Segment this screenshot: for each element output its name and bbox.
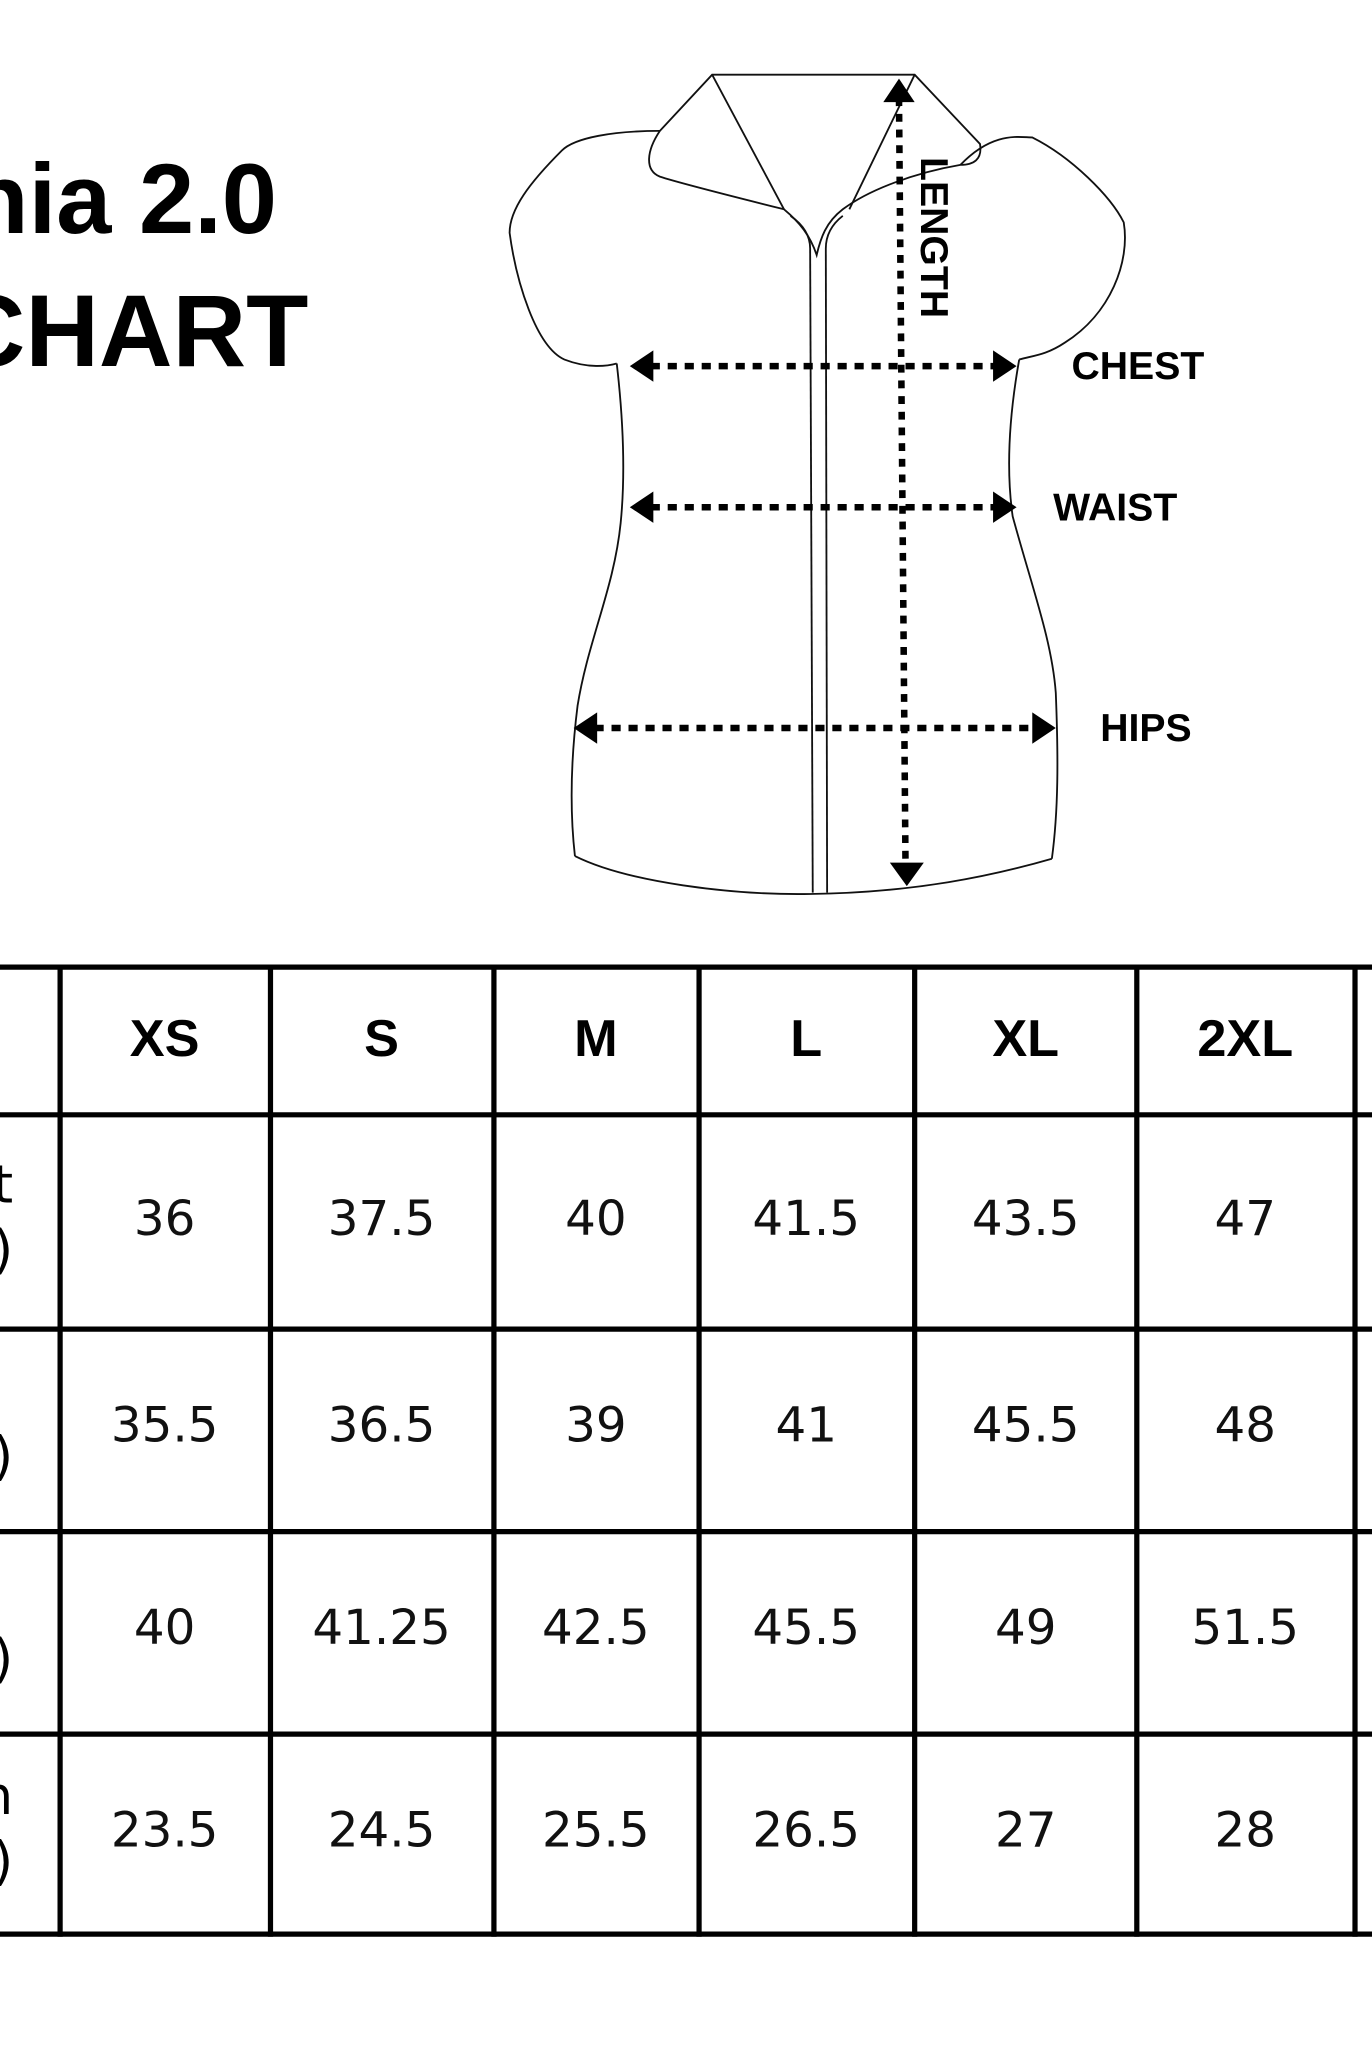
row-label-unit: ) [0,1629,13,1690]
waist-label: WAIST [1053,486,1177,529]
chest-arrow [629,350,1017,382]
arrow-left-icon [629,350,654,382]
row-label-unit: ) [0,1831,13,1892]
arrow-right-icon [1032,712,1056,744]
size-header-xs: XS [130,1010,200,1068]
table-cell: 26.5 [752,1803,860,1859]
table-cell: 41.25 [312,1600,450,1656]
table-cell: 35.5 [111,1397,219,1453]
table-cell: 45.5 [972,1397,1080,1453]
length-label: LENGTH [912,157,955,318]
row-label-unit: ) [0,1220,13,1281]
table-cell: 51.5 [1191,1600,1299,1656]
arrow-right-icon [993,491,1017,523]
table-cell: 24.5 [328,1803,436,1859]
table-cell: 43.5 [972,1191,1080,1247]
table-cell: 41 [775,1397,837,1453]
size-table-grid [0,964,1372,1937]
table-cell: 27 [995,1803,1057,1859]
table-cell: 40 [565,1191,627,1247]
title-line-2: CHART [0,274,308,388]
table-cell: 28 [1215,1803,1277,1859]
hips-label: HIPS [1100,707,1191,750]
arrow-up-icon [883,78,915,103]
size-header-m: M [574,1010,618,1068]
table-cell: 23.5 [111,1803,219,1859]
table-cell: 36.5 [328,1397,436,1453]
table-cell: 48 [1215,1397,1277,1453]
shirt-illustration [508,73,1126,895]
length-arrow [883,78,924,887]
size-header-s: S [364,1010,399,1068]
row-label: t [0,1154,13,1215]
table-cell: 25.5 [542,1803,650,1859]
table-cell: 47 [1215,1191,1277,1247]
size-header-l: L [790,1010,822,1068]
row-label-unit: ) [0,1426,13,1487]
waist-arrow [629,491,1017,523]
size-table: XS S M L XL 2XL 36 37.5 40 41.5 43.5 47 35.5 36.5 39 41… [0,1010,1299,1892]
title-line-1: nia 2.0 [0,144,277,255]
table-cell: 49 [995,1600,1057,1656]
table-cell: 40 [134,1600,196,1656]
table-cell: 42.5 [542,1600,650,1656]
chest-label: CHEST [1071,345,1204,388]
size-header-2xl: 2XL [1197,1010,1293,1068]
table-cell: 39 [565,1397,627,1453]
arrow-down-icon [889,862,924,887]
table-cell: 36 [134,1191,196,1247]
arrow-left-icon [629,491,654,523]
row-label: n [0,1766,13,1827]
hips-arrow [573,712,1056,744]
table-cell: 45.5 [752,1600,860,1656]
table-cell: 37.5 [328,1191,436,1247]
size-header-xl: XL [992,1010,1059,1068]
table-cell: 41.5 [752,1191,860,1247]
arrow-right-icon [993,350,1017,382]
arrow-left-icon [573,712,598,744]
